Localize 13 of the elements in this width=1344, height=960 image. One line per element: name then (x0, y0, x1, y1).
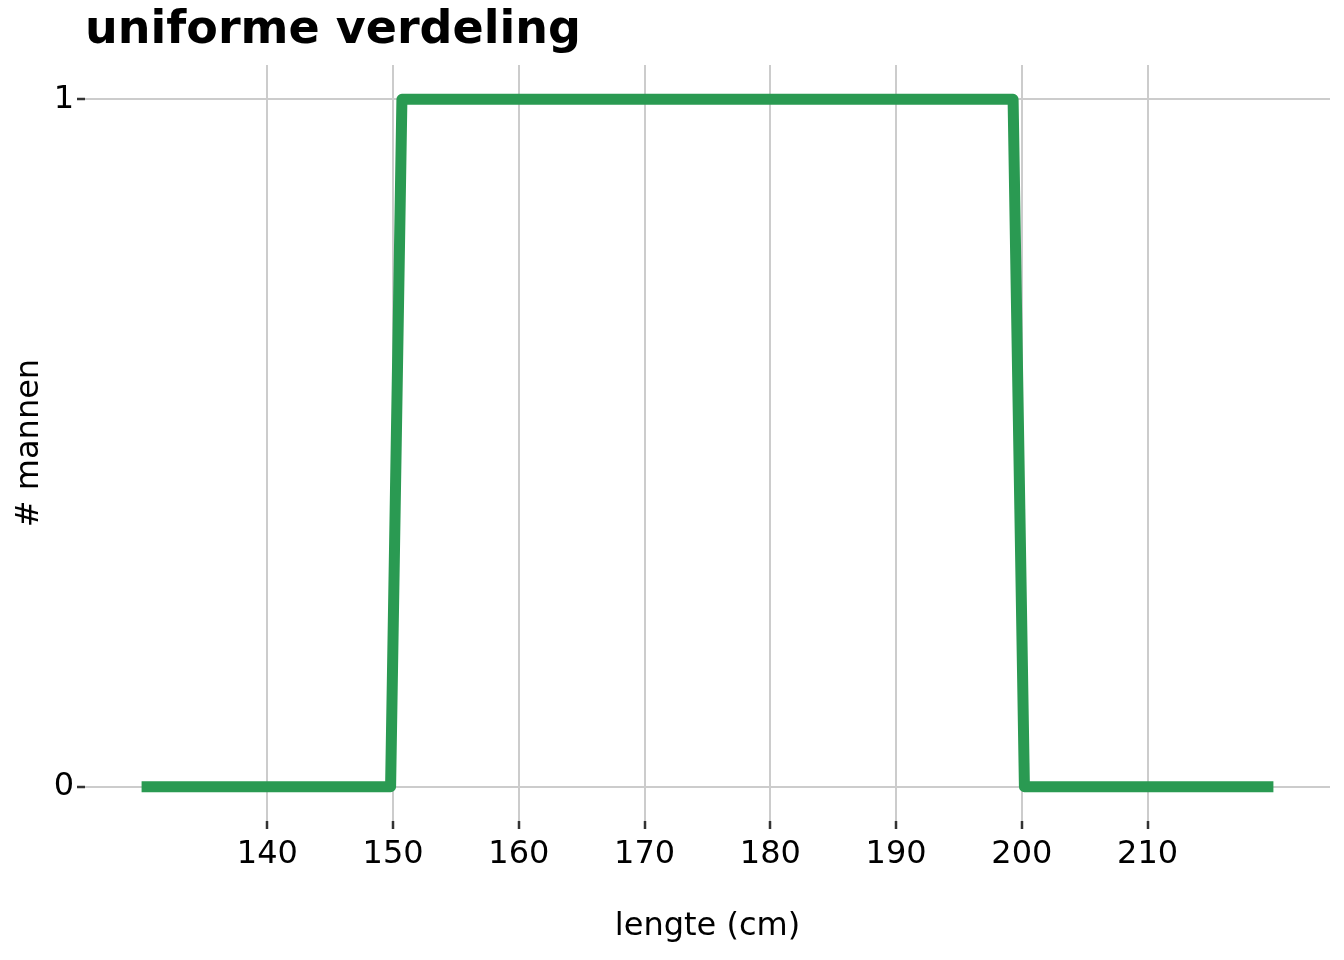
x-tick-label: 160 (488, 832, 550, 871)
x-tick-label: 170 (614, 832, 676, 871)
x-tick-label: 140 (236, 832, 298, 871)
x-tick-label: 200 (991, 832, 1053, 871)
y-tick-label: 1 (53, 77, 74, 116)
x-tick-label: 150 (362, 832, 424, 871)
x-tick-label: 210 (1117, 832, 1179, 871)
chart-title: uniforme verdeling (85, 0, 581, 54)
x-axis-title: lengte (cm) (614, 905, 801, 944)
y-axis-title: # mannen (7, 358, 46, 528)
x-tick-label: 190 (865, 832, 927, 871)
y-tick-label: 0 (53, 764, 74, 803)
x-tick-label: 180 (739, 832, 801, 871)
